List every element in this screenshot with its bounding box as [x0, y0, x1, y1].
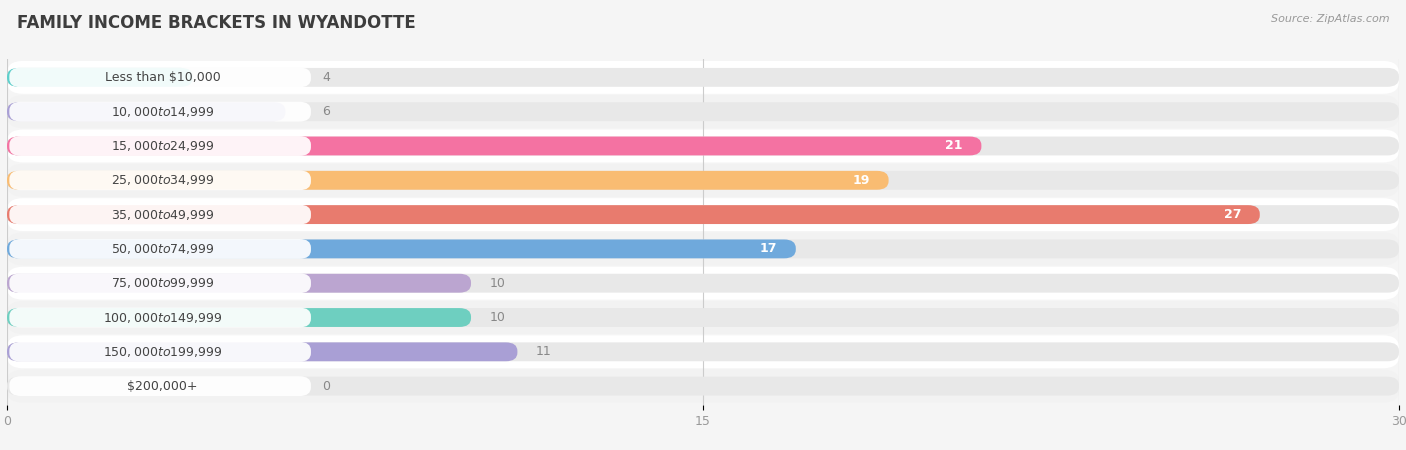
FancyBboxPatch shape	[7, 342, 517, 361]
Text: $150,000 to $199,999: $150,000 to $199,999	[103, 345, 222, 359]
FancyBboxPatch shape	[7, 171, 1399, 190]
FancyBboxPatch shape	[7, 61, 1399, 94]
Text: $15,000 to $24,999: $15,000 to $24,999	[111, 139, 214, 153]
Text: Source: ZipAtlas.com: Source: ZipAtlas.com	[1271, 14, 1389, 23]
FancyBboxPatch shape	[10, 68, 311, 87]
Text: 0: 0	[322, 380, 330, 393]
FancyBboxPatch shape	[7, 377, 1399, 396]
Text: 17: 17	[759, 243, 778, 256]
FancyBboxPatch shape	[7, 274, 471, 292]
Text: FAMILY INCOME BRACKETS IN WYANDOTTE: FAMILY INCOME BRACKETS IN WYANDOTTE	[17, 14, 416, 32]
FancyBboxPatch shape	[7, 369, 1399, 403]
Text: $25,000 to $34,999: $25,000 to $34,999	[111, 173, 214, 187]
Text: $50,000 to $74,999: $50,000 to $74,999	[111, 242, 214, 256]
FancyBboxPatch shape	[10, 273, 311, 293]
Text: $200,000+: $200,000+	[127, 380, 198, 393]
FancyBboxPatch shape	[7, 102, 285, 121]
Text: 6: 6	[322, 105, 330, 118]
FancyBboxPatch shape	[7, 136, 1399, 155]
Text: 4: 4	[322, 71, 330, 84]
FancyBboxPatch shape	[7, 205, 1399, 224]
Text: $35,000 to $49,999: $35,000 to $49,999	[111, 207, 214, 221]
FancyBboxPatch shape	[10, 376, 311, 396]
FancyBboxPatch shape	[7, 308, 1399, 327]
FancyBboxPatch shape	[7, 102, 1399, 121]
Text: $10,000 to $14,999: $10,000 to $14,999	[111, 105, 214, 119]
FancyBboxPatch shape	[10, 308, 311, 328]
Text: 11: 11	[536, 345, 551, 358]
FancyBboxPatch shape	[10, 102, 311, 122]
FancyBboxPatch shape	[7, 205, 1260, 224]
FancyBboxPatch shape	[7, 274, 1399, 292]
FancyBboxPatch shape	[7, 239, 1399, 258]
FancyBboxPatch shape	[7, 239, 796, 258]
FancyBboxPatch shape	[7, 301, 1399, 334]
Text: $75,000 to $99,999: $75,000 to $99,999	[111, 276, 214, 290]
Text: 21: 21	[945, 140, 963, 153]
FancyBboxPatch shape	[7, 342, 1399, 361]
FancyBboxPatch shape	[7, 335, 1399, 368]
Text: 10: 10	[489, 277, 505, 290]
FancyBboxPatch shape	[7, 198, 1399, 231]
FancyBboxPatch shape	[7, 136, 981, 155]
FancyBboxPatch shape	[7, 164, 1399, 197]
FancyBboxPatch shape	[10, 171, 311, 190]
FancyBboxPatch shape	[10, 205, 311, 225]
FancyBboxPatch shape	[7, 95, 1399, 128]
Text: 19: 19	[852, 174, 870, 187]
FancyBboxPatch shape	[7, 308, 471, 327]
FancyBboxPatch shape	[7, 68, 193, 87]
FancyBboxPatch shape	[7, 68, 1399, 87]
FancyBboxPatch shape	[7, 171, 889, 190]
FancyBboxPatch shape	[7, 267, 1399, 300]
Text: 10: 10	[489, 311, 505, 324]
Text: $100,000 to $149,999: $100,000 to $149,999	[103, 310, 222, 324]
FancyBboxPatch shape	[10, 136, 311, 156]
Text: Less than $10,000: Less than $10,000	[104, 71, 221, 84]
FancyBboxPatch shape	[7, 130, 1399, 162]
FancyBboxPatch shape	[10, 342, 311, 362]
FancyBboxPatch shape	[10, 239, 311, 259]
Text: 27: 27	[1223, 208, 1241, 221]
FancyBboxPatch shape	[7, 233, 1399, 266]
